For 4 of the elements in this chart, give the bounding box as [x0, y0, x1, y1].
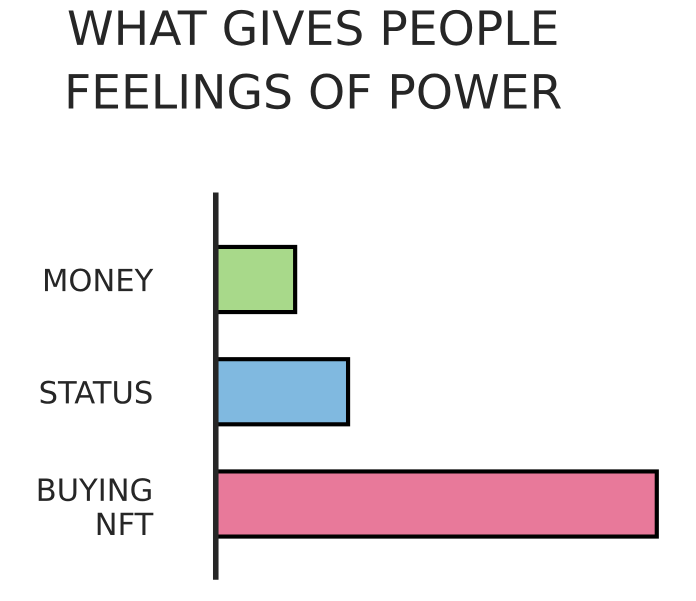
y-tick-label: STATUS: [40, 380, 152, 404]
y-tick-label: BUYING NFT: [38, 478, 154, 536]
chart-title: WHAT GIVES PEOPLE FEELINGS OF POWER: [68, 10, 561, 110]
y-tick-label: MONEY: [45, 268, 154, 292]
